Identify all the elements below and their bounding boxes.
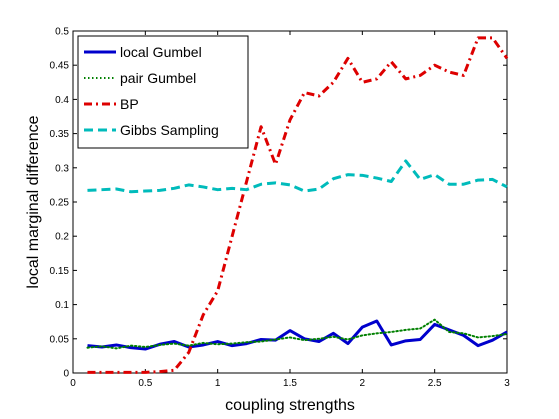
x-tick-label: 2.5	[428, 378, 442, 389]
legend-label: Gibbs Sampling	[120, 122, 219, 138]
legend-label: local Gumbel	[120, 44, 202, 60]
y-tick-label: 0.35	[50, 129, 70, 140]
legend: local Gumbel pair Gumbel BP Gibbs Sampling	[77, 35, 249, 149]
series-line-gibbs-sampling	[87, 159, 508, 194]
y-tick-label: 0.45	[50, 61, 70, 72]
series-layer	[86, 36, 509, 374]
y-tick-label: 0.05	[50, 334, 70, 345]
series-line-local-gumbel	[87, 319, 508, 351]
x-tick-label: 2	[360, 378, 366, 389]
y-tick-label: 0.2	[55, 232, 69, 243]
y-tick-label: 0	[63, 369, 69, 380]
y-tick-label: 0.25	[50, 198, 70, 209]
legend-label: pair Gumbel	[120, 70, 196, 86]
x-tick-label: 1	[215, 378, 221, 389]
y-tick-label: 0.4	[55, 95, 69, 106]
y-tick-label: 0.15	[50, 266, 70, 277]
x-tick-label: 0	[70, 378, 76, 389]
x-tick-label: 0.5	[138, 378, 152, 389]
y-tick-label: 0.5	[55, 27, 69, 38]
y-axis-label: local marginal difference	[25, 115, 42, 288]
x-tick-label: 3	[504, 378, 510, 389]
y-tick-label: 0.3	[55, 163, 69, 174]
axis-ticks: 0 0.5 1 1.5 2 2.5 3 0 0.05 0.1 0.15 0.2 0.25 0.3 0.35 0…	[50, 27, 511, 390]
x-tick-label: 1.5	[283, 378, 297, 389]
x-axis-label: coupling strengths	[225, 397, 355, 414]
y-tick-label: 0.1	[55, 300, 69, 311]
series-line-bp	[87, 36, 509, 374]
legend-label: BP	[120, 96, 139, 112]
series-line-pair-gumbel	[86, 318, 508, 350]
